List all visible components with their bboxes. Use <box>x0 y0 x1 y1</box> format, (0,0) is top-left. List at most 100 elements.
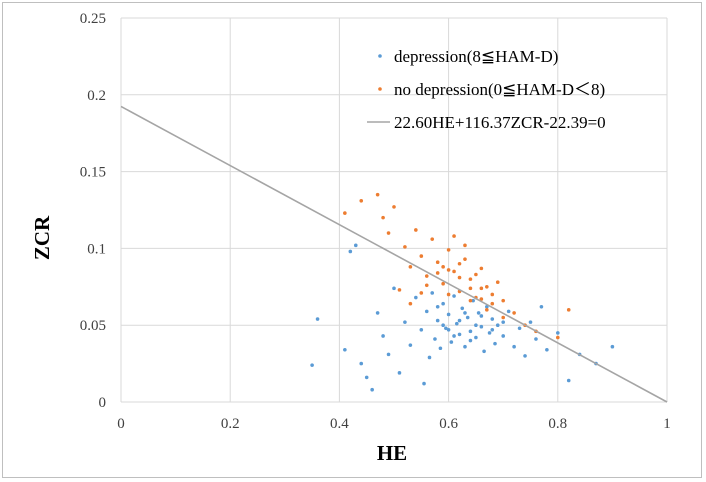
legend-marker-depression <box>378 54 382 58</box>
depression-point <box>534 337 538 341</box>
depression-point <box>353 243 358 248</box>
no-depression-point <box>446 292 451 297</box>
depression-point <box>493 341 497 346</box>
tick-labels: 0 0.2 0.4 0.6 0.8 1 0 0.05 0.1 0.15 0.2 0.25 <box>80 11 671 432</box>
depression-point <box>403 320 407 324</box>
gridlines <box>121 17 668 402</box>
no-depression-point <box>414 228 418 232</box>
depression-point <box>348 249 353 254</box>
depression-point <box>430 291 435 295</box>
y-tick-label: 0.1 <box>87 241 106 257</box>
depression-point <box>457 332 462 337</box>
no-depression-point <box>501 298 506 303</box>
depression-point <box>474 335 478 340</box>
depression-point <box>343 347 347 352</box>
chart-frame <box>2 2 702 478</box>
no-depression-point <box>468 286 473 291</box>
depression-point <box>422 381 426 386</box>
depression-point <box>474 323 478 328</box>
no-depression-point <box>441 265 445 269</box>
no-depression-point <box>566 308 571 312</box>
depression-point <box>482 349 486 354</box>
no-depression-point <box>463 257 467 261</box>
no-depression-point <box>479 286 484 291</box>
depression-point <box>468 338 473 343</box>
depression-point <box>441 301 445 306</box>
depression-point <box>501 320 506 324</box>
no-depression-point <box>403 245 407 249</box>
no-depression-point <box>430 237 435 241</box>
no-depression-point <box>479 266 484 271</box>
depression-point <box>424 309 429 314</box>
depression-point <box>359 361 364 366</box>
depression-point <box>414 295 418 300</box>
no-depression-point <box>485 285 489 289</box>
depression-point <box>386 352 391 357</box>
x-tick-label: 0 <box>117 416 125 432</box>
no-depression-point <box>408 265 413 269</box>
depression-point <box>460 306 465 311</box>
no-depression-point <box>441 281 445 286</box>
no-depression-point <box>446 268 451 272</box>
no-depression-point <box>386 231 391 235</box>
no-depression-point <box>556 335 560 340</box>
depression-point <box>556 331 560 335</box>
depression-point <box>487 331 492 335</box>
depression-point <box>370 387 374 392</box>
x-tick-label: 1 <box>663 416 671 432</box>
no-depression-point <box>424 274 429 278</box>
depression-point <box>419 328 424 332</box>
depression-point <box>310 363 314 367</box>
depression-point <box>438 346 443 351</box>
no-depression-point <box>424 283 429 288</box>
no-depression-point <box>408 301 413 306</box>
y-tick-label: 0.2 <box>87 88 106 104</box>
depression-point <box>465 315 470 320</box>
no-depression-point <box>452 269 456 274</box>
depression-point <box>441 323 445 328</box>
no-depression-point <box>490 301 495 306</box>
depression-point <box>495 323 500 328</box>
depression-point <box>446 312 451 317</box>
axes <box>120 18 667 403</box>
depression-point <box>490 317 495 321</box>
depression-point <box>364 375 369 380</box>
legend-label-depression: depression(8≦HAM-D) <box>394 47 558 66</box>
y-tick-label: 0 <box>99 395 107 411</box>
no-depression-point <box>457 275 462 280</box>
depression-point <box>381 334 385 338</box>
no-depression-point <box>474 272 478 277</box>
depression-point <box>471 298 475 303</box>
depression-point <box>408 343 413 347</box>
depression-point <box>539 304 544 309</box>
separation-line <box>120 105 668 403</box>
depression-point <box>468 329 473 334</box>
depression-point <box>463 344 467 349</box>
no-depression-point <box>375 192 380 197</box>
legend-label-line: 22.60HE+116.37ZCR-22.39=0 <box>394 113 606 132</box>
depression-point <box>545 347 549 352</box>
depression-point <box>397 371 402 375</box>
depression-point <box>490 328 495 332</box>
depression-point <box>463 311 467 315</box>
no-depression-point <box>501 315 506 320</box>
no-depression-point <box>495 280 500 284</box>
y-tick-label: 0.05 <box>80 318 106 334</box>
depression-point <box>457 318 462 323</box>
depression-point <box>566 378 571 383</box>
depression-point <box>452 294 456 298</box>
no-depression-point <box>435 260 440 265</box>
depression-point <box>476 311 481 315</box>
depression-point <box>444 326 448 331</box>
depression-point <box>506 309 511 314</box>
depression-point <box>528 320 533 324</box>
legend-label-no-depression: no depression(0≦HAM-D＜8) <box>394 80 605 99</box>
no-depression-point <box>468 298 473 303</box>
y-tick-label: 0.15 <box>80 165 106 181</box>
no-depression-point <box>446 248 451 252</box>
depression-point <box>427 355 432 360</box>
no-depression-point <box>479 297 484 301</box>
depression-point <box>392 286 396 291</box>
decision-line <box>120 105 668 403</box>
